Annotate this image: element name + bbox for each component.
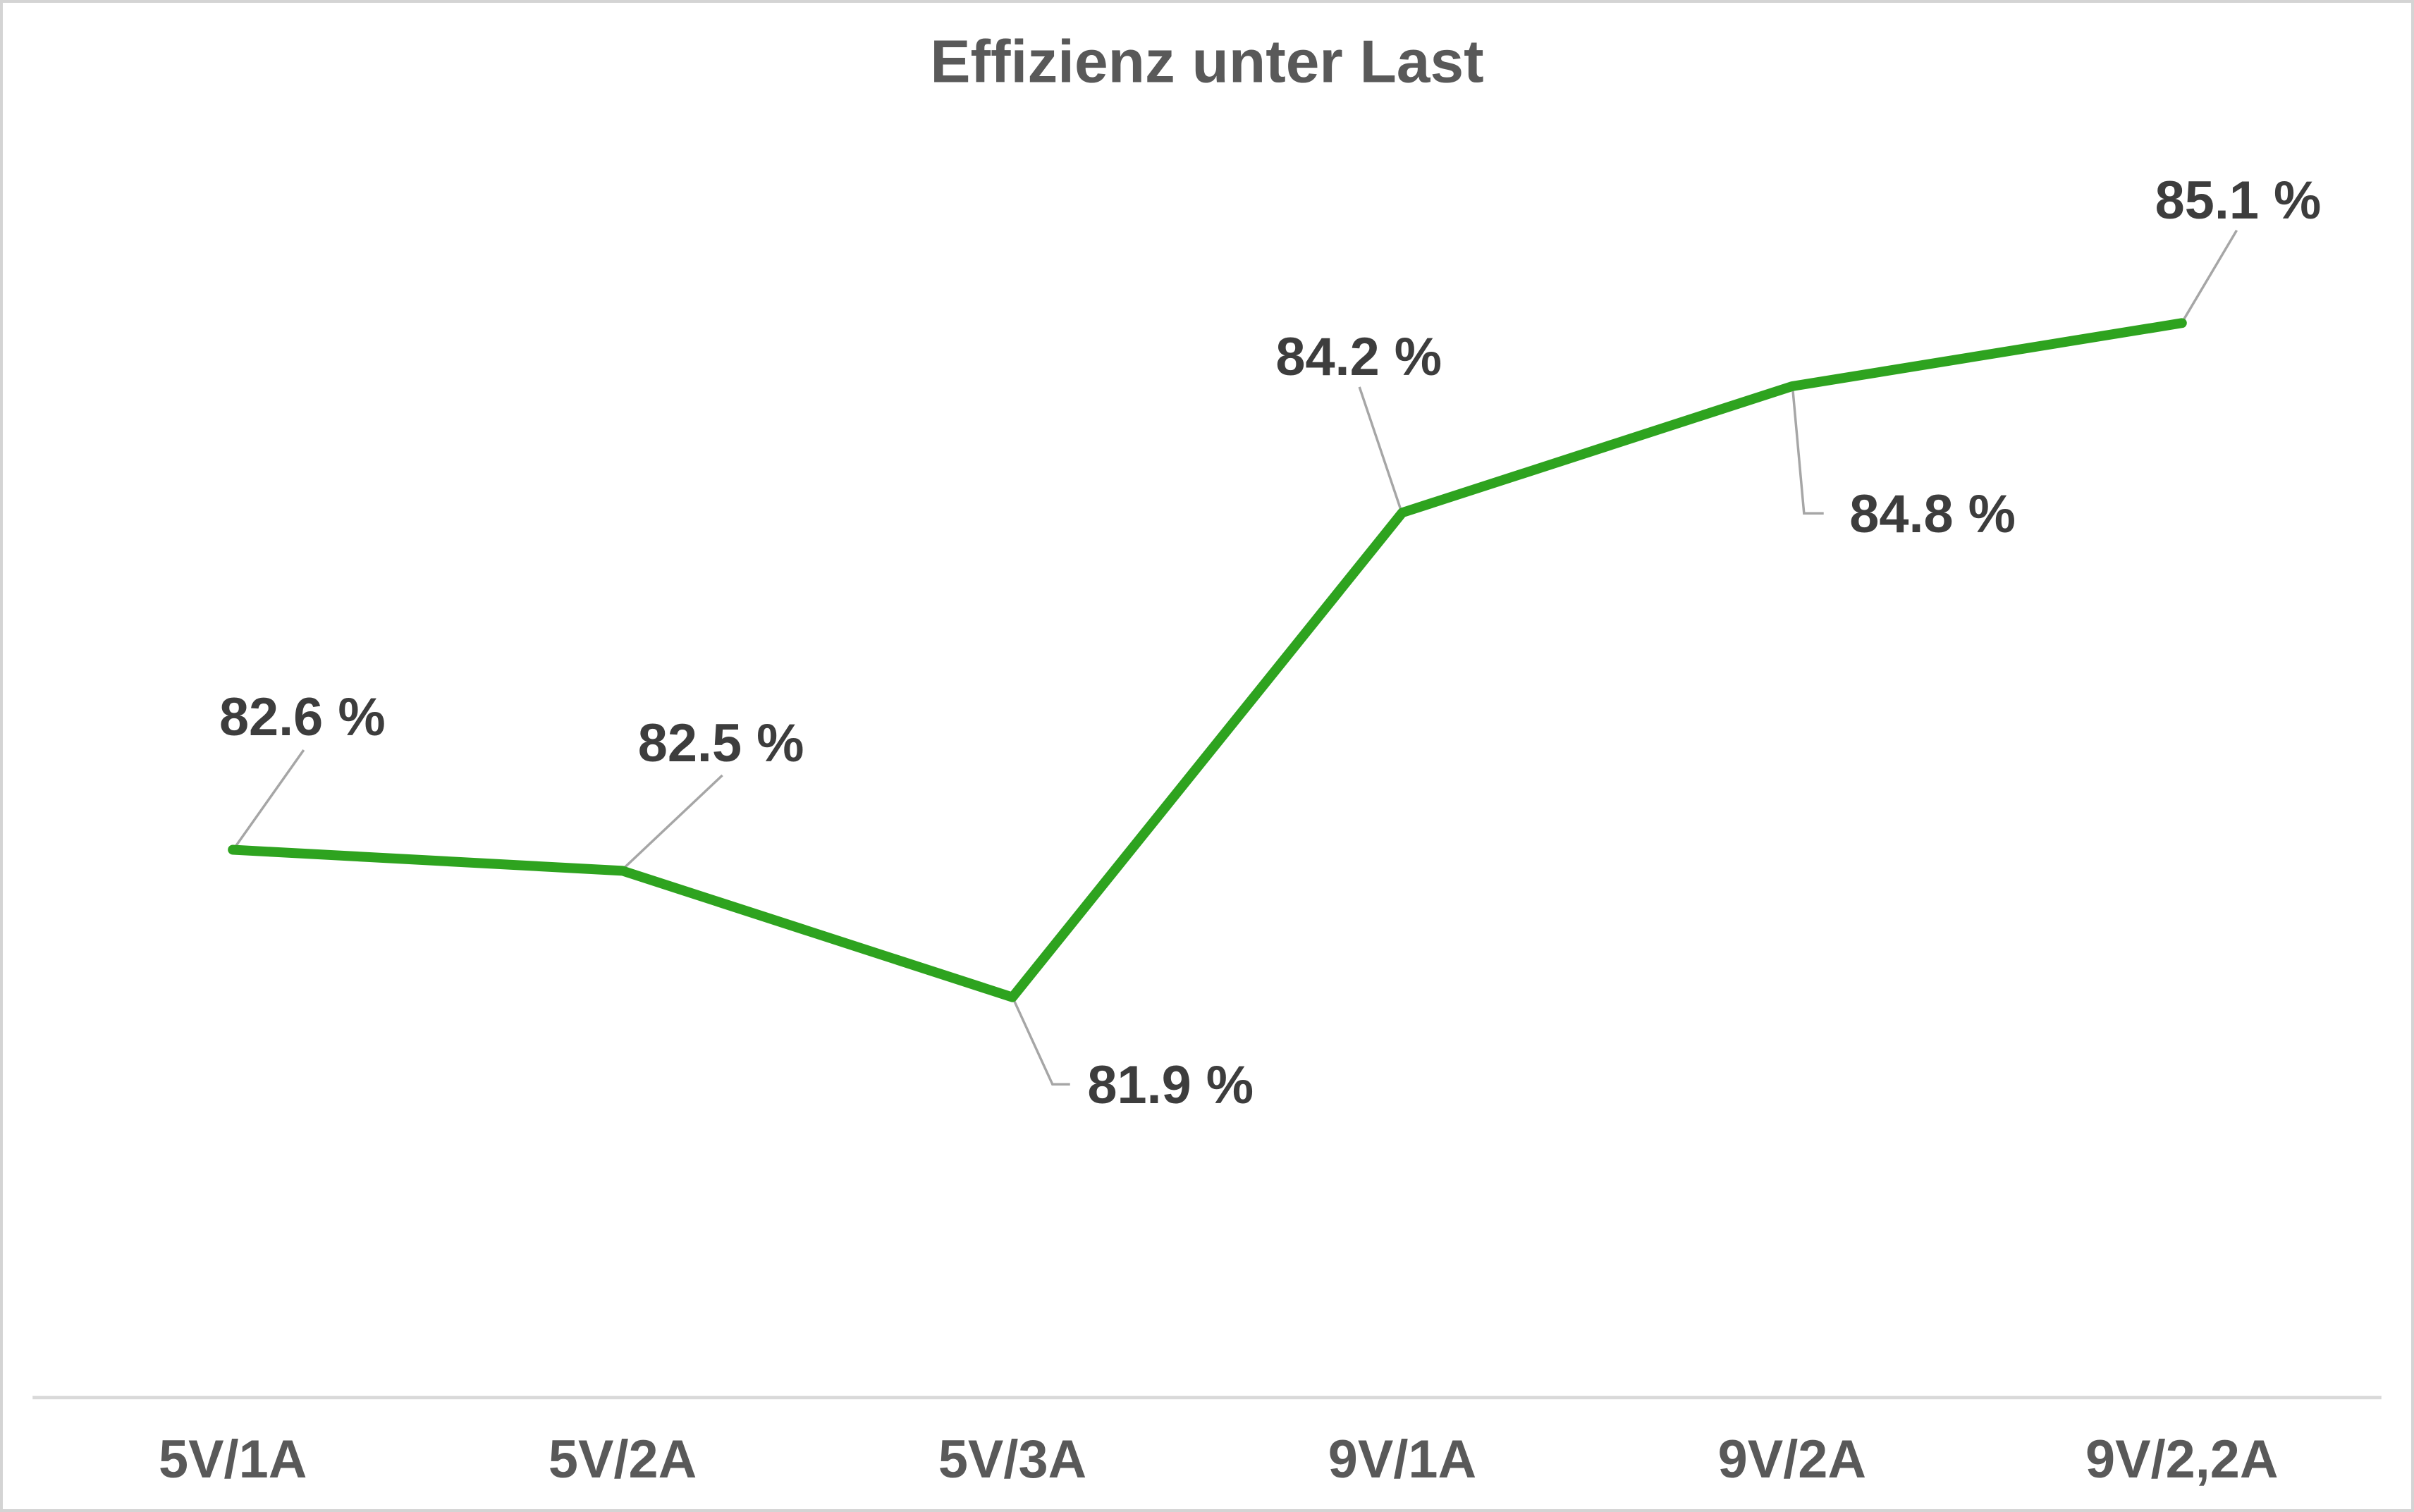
leader-line-5V/2A	[623, 774, 723, 869]
efficiency-line-chart: Effizienz unter Last 82.6 % 82.5 %81.9 %8…	[32, 28, 2382, 1489]
data-label-5V/3A: 81.9 %	[1087, 1055, 1254, 1115]
leader-line-9V/2A	[1791, 389, 1824, 515]
x-axis-label-5V/1A: 5V/1A	[159, 1430, 307, 1489]
leader-lines-group	[233, 229, 2238, 1086]
data-label-9V/2,2A: 85.1 %	[2155, 171, 2322, 231]
x-axis-label-9V/2A: 9V/2A	[1718, 1430, 1866, 1489]
x-axis-labels-group: 5V/1A 5V/2A 5V/3A 9V/1A 9V/2A 9V/2,2A	[159, 1430, 2279, 1489]
leader-line-9V/1A	[1358, 386, 1402, 510]
data-label-5V/2A: 82.5 %	[638, 713, 804, 773]
leader-line-9V/2,2A	[2182, 229, 2238, 321]
leader-line-5V/1A	[233, 749, 305, 849]
data-label-9V/1A: 84.2 %	[1275, 327, 1442, 387]
leader-line-5V/3A	[1012, 999, 1070, 1086]
chart-title: Effizienz unter Last	[930, 28, 1483, 96]
x-axis-label-9V/1A: 9V/1A	[1328, 1430, 1476, 1489]
data-label-9V/2A: 84.8 %	[1849, 484, 2016, 544]
x-axis-label-5V/3A: 5V/3A	[938, 1430, 1086, 1489]
data-label-5V/1A: 82.6 %	[219, 687, 386, 747]
x-axis-label-5V/2A: 5V/2A	[549, 1430, 697, 1489]
data-labels-group: 82.6 % 82.5 % 81.9 % 84.2 % 84.8 % 85.1 %	[219, 171, 2321, 1115]
x-axis-label-9V/2,2A: 9V/2,2A	[2085, 1430, 2279, 1489]
series-line	[228, 318, 2187, 1002]
